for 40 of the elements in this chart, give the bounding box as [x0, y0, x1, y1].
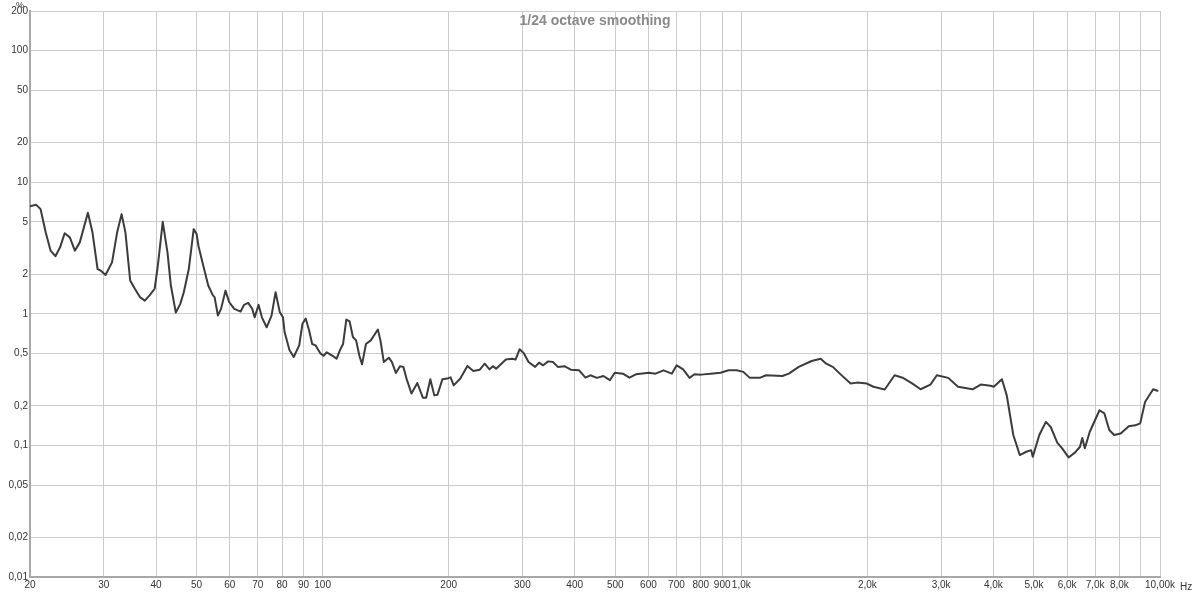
- x-tick-label: 600: [640, 578, 658, 590]
- y-tick-label: 0,02: [8, 531, 29, 543]
- x-tick-label: 10,00k: [1144, 578, 1177, 590]
- x-tick-label: 900: [713, 578, 731, 590]
- x-tick-label: 1,0k: [731, 578, 752, 590]
- x-tick-label: 70: [252, 578, 264, 590]
- x-tick-label: 400: [566, 578, 584, 590]
- y-tick-label: 0,05: [8, 478, 29, 490]
- x-axis-title: Hz: [1180, 580, 1193, 592]
- y-tick-label: 0,1: [14, 439, 29, 451]
- x-tick-label: 6,0k: [1057, 578, 1078, 590]
- y-tick-label: 100: [11, 44, 29, 56]
- y-tick-label: 0,01: [8, 570, 29, 582]
- x-tick-label: 80: [276, 578, 289, 590]
- x-tick-label: 500: [606, 578, 625, 590]
- y-tick-label: 50: [16, 83, 29, 95]
- y-tick-label: 1: [22, 307, 29, 319]
- y-tick-label: 10: [16, 175, 29, 187]
- x-tick-label: 60: [224, 578, 236, 590]
- x-tick-label: 100: [314, 578, 332, 590]
- x-tick-label: 700: [668, 578, 686, 590]
- x-tick-label: 200: [440, 578, 458, 590]
- x-tick-label: 50: [191, 578, 203, 590]
- x-tick-label: 2,0k: [857, 578, 878, 590]
- x-tick-label: 4,0k: [983, 578, 1004, 590]
- x-tick-label: 7,0k: [1085, 578, 1106, 590]
- x-tick-label: 40: [150, 578, 163, 590]
- x-tick-label: 3,0k: [931, 578, 952, 590]
- y-tick-label: 5: [22, 215, 29, 227]
- x-tick-label: 5,0k: [1024, 578, 1045, 590]
- x-tick-label: 8,0k: [1109, 578, 1130, 590]
- y-tick-label: 20: [16, 136, 29, 148]
- y-tick-label: 0,2: [14, 399, 29, 411]
- y-tick-label: 2: [22, 267, 29, 279]
- chart-title: 1/24 octave smoothing: [519, 11, 671, 28]
- x-tick-label: 300: [514, 578, 532, 590]
- y-tick-label: 0,5: [14, 347, 29, 359]
- x-tick-label: 800: [692, 578, 710, 590]
- x-tick-label: 30: [98, 578, 110, 590]
- x-tick-label: 90: [297, 578, 310, 590]
